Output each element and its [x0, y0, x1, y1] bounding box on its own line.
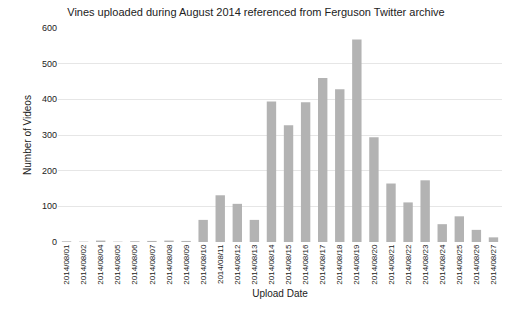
svg-text:2014/08/17: 2014/08/17	[318, 244, 327, 285]
svg-text:2014/08/18: 2014/08/18	[335, 244, 344, 285]
svg-text:400: 400	[42, 94, 57, 104]
svg-text:Upload Date: Upload Date	[252, 288, 308, 299]
svg-text:2014/08/06: 2014/08/06	[130, 244, 139, 285]
svg-text:500: 500	[42, 59, 57, 69]
svg-text:2014/08/05: 2014/08/05	[113, 244, 122, 285]
svg-text:2014/08/25: 2014/08/25	[455, 244, 464, 285]
svg-text:2014/08/10: 2014/08/10	[199, 244, 208, 285]
svg-text:2014/08/16: 2014/08/16	[301, 244, 310, 285]
svg-text:2014/08/14: 2014/08/14	[267, 244, 276, 285]
svg-text:0: 0	[52, 237, 57, 247]
svg-text:2014/08/21: 2014/08/21	[387, 244, 396, 285]
svg-text:2014/08/08: 2014/08/08	[165, 244, 174, 285]
svg-text:2014/08/22: 2014/08/22	[404, 244, 413, 285]
svg-text:Number of Videos: Number of Videos	[22, 95, 33, 175]
svg-text:2014/08/15: 2014/08/15	[284, 244, 293, 285]
svg-text:2014/08/23: 2014/08/23	[421, 244, 430, 285]
svg-text:2014/08/24: 2014/08/24	[438, 244, 447, 285]
svg-text:2014/08/19: 2014/08/19	[352, 244, 361, 285]
svg-text:2014/08/11: 2014/08/11	[216, 244, 225, 284]
svg-text:2014/08/20: 2014/08/20	[370, 244, 379, 285]
svg-text:100: 100	[42, 201, 57, 211]
svg-text:2014/08/02: 2014/08/02	[79, 244, 88, 285]
svg-text:600: 600	[42, 23, 57, 33]
svg-text:2014/08/09: 2014/08/09	[182, 244, 191, 285]
svg-text:300: 300	[42, 130, 57, 140]
svg-text:200: 200	[42, 166, 57, 176]
svg-text:2014/08/26: 2014/08/26	[472, 244, 481, 285]
svg-text:2014/08/04: 2014/08/04	[96, 244, 105, 285]
svg-text:2014/08/07: 2014/08/07	[148, 244, 157, 285]
svg-text:2014/08/27: 2014/08/27	[489, 244, 498, 285]
svg-text:2014/08/13: 2014/08/13	[250, 244, 259, 285]
svg-text:Vines uploaded during August 2: Vines uploaded during August 2014 refere…	[67, 6, 445, 18]
svg-text:2014/08/01: 2014/08/01	[62, 244, 71, 285]
svg-text:2014/08/12: 2014/08/12	[233, 244, 242, 285]
